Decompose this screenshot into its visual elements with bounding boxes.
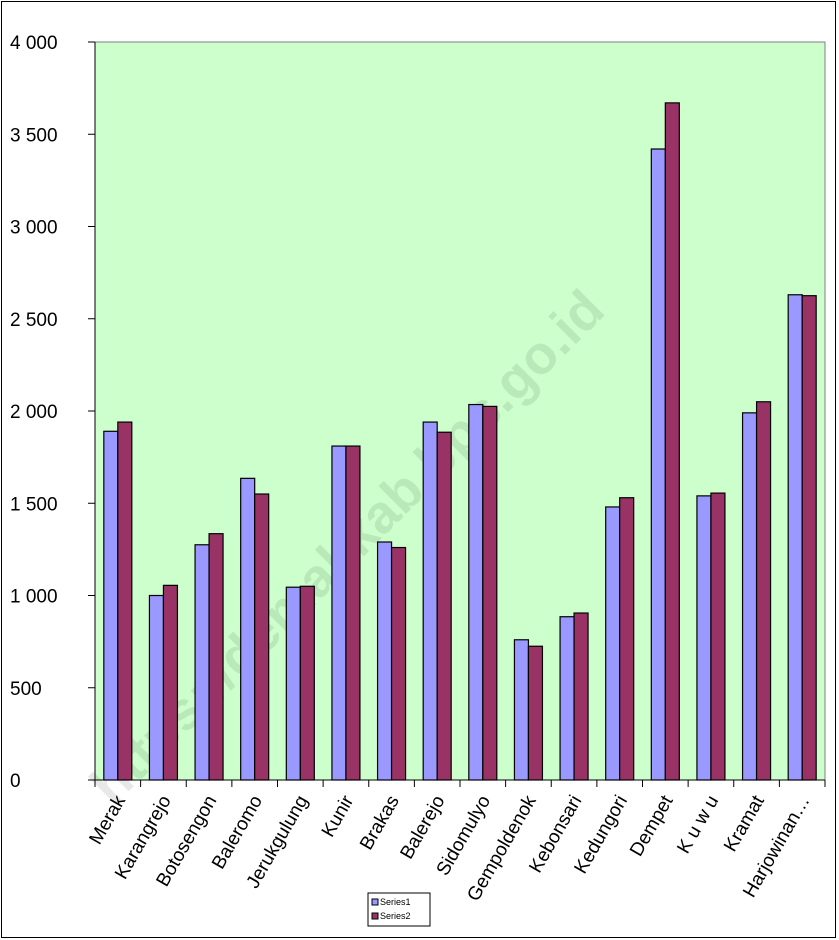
bar-series1-12 — [605, 506, 621, 781]
bar-series1-6 — [331, 445, 347, 781]
legend: Series1 Series2 — [367, 892, 431, 927]
bar-series1-13 — [650, 148, 666, 781]
y-tick-label: 3 500 — [10, 125, 58, 146]
bar-series2-16 — [801, 295, 817, 781]
bar-series2-11 — [573, 612, 589, 781]
bar-series1-15 — [741, 412, 758, 781]
bar-series2-4 — [254, 493, 270, 781]
bar-series1-1 — [103, 430, 119, 781]
y-tick-label: 0 — [10, 771, 21, 792]
y-tick-label: 2 000 — [10, 402, 58, 423]
bar-series2-14 — [710, 492, 726, 781]
y-tick-label: 500 — [10, 679, 42, 700]
bar-series1-3 — [194, 544, 210, 781]
bar-series2-7 — [390, 546, 407, 781]
bar-series2-10 — [527, 645, 544, 781]
y-axis: 0 500 1 000 1 500 2 000 2 500 3 000 3 500 4 000 — [10, 33, 96, 792]
legend-swatch-series1 — [371, 898, 379, 906]
bar-series1-8 — [422, 421, 438, 781]
legend-entry-series1: Series1 — [380, 897, 411, 907]
bar-series1-16 — [787, 294, 803, 781]
bar-series2-15 — [755, 401, 772, 781]
legend-entry-series2: Series2 — [380, 911, 411, 921]
bar-series1-11 — [559, 616, 575, 781]
bar-series2-1 — [117, 421, 133, 781]
y-tick-label: 1 000 — [10, 587, 58, 608]
bar-series2-9 — [482, 405, 498, 781]
bar-series1-5 — [285, 586, 301, 781]
bar-series2-6 — [345, 445, 361, 781]
bar-series2-12 — [619, 497, 635, 781]
bar-series1-2 — [148, 594, 165, 781]
bar-series2-2 — [162, 584, 179, 781]
bar-series2-5 — [299, 585, 315, 781]
bar-series2-8 — [436, 431, 452, 781]
y-tick-label: 4 000 — [10, 33, 58, 54]
bar-series2-13 — [664, 102, 680, 781]
bar-series1-4 — [240, 477, 256, 781]
legend-swatch-series2 — [371, 912, 379, 920]
bar-series1-7 — [376, 541, 393, 781]
bar-series1-9 — [468, 403, 484, 781]
bar-series1-10 — [513, 639, 530, 781]
y-tick-label: 1 500 — [10, 494, 58, 515]
y-tick-label: 2 500 — [10, 310, 58, 331]
y-tick-label: 3 000 — [10, 218, 58, 239]
bar-series1-14 — [696, 495, 712, 781]
bar-series2-3 — [208, 533, 224, 781]
bars-group — [103, 102, 817, 781]
